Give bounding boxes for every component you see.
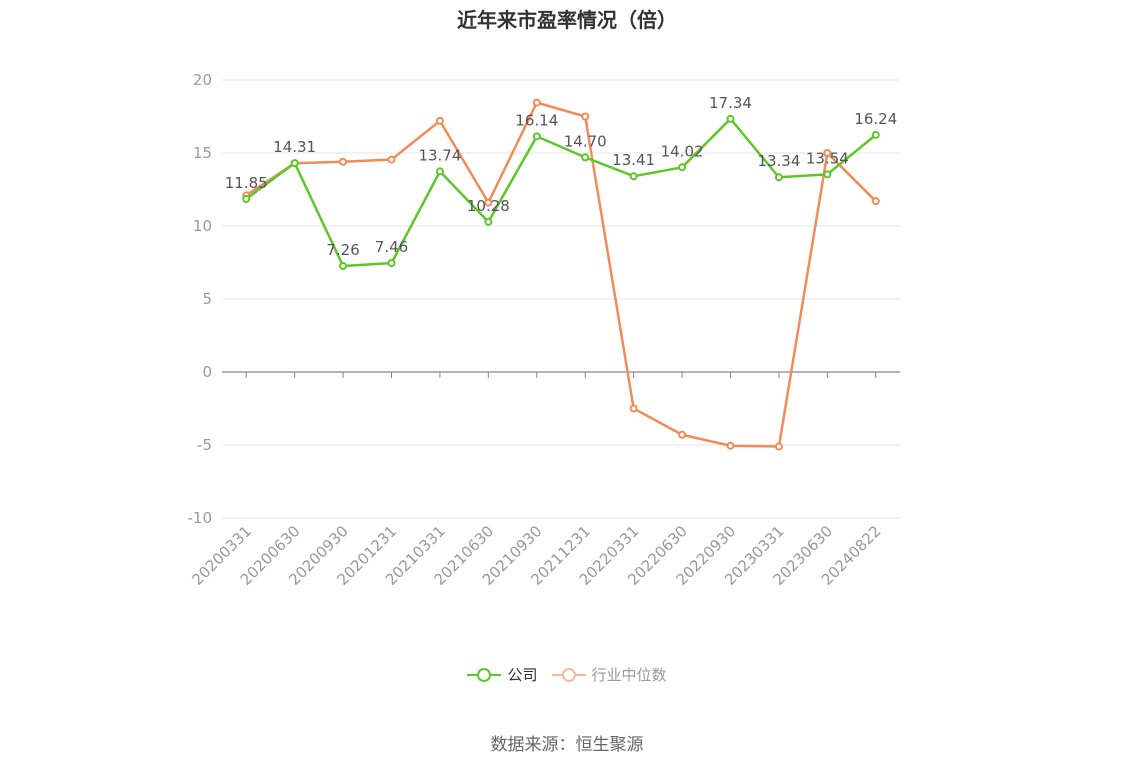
data-point [726,441,735,450]
data-point [774,173,783,182]
data-label: 11.85 [225,174,268,192]
data-point [242,194,251,203]
legend-label: 行业中位数 [591,666,667,684]
data-label: 7.26 [326,241,359,259]
data-label: 14.02 [661,142,704,160]
data-point [532,98,541,107]
data-point [629,404,638,413]
data-point [871,130,880,139]
data-point [823,149,832,157]
data-point [339,157,348,166]
data-point [774,442,783,451]
data-label: 13.54 [806,149,849,167]
data-label: 17.34 [709,94,752,112]
data-point [435,167,444,176]
data-point [629,172,638,181]
data-point [726,114,735,123]
legend: 公司 行业中位数 [0,664,1134,685]
data-label: 13.34 [757,152,800,170]
series-line-1 [245,101,877,448]
data-label: 13.41 [612,151,655,169]
data-label: 14.70 [564,132,607,150]
data-point [871,197,880,206]
data-label: 10.28 [467,197,510,215]
legend-label: 公司 [507,666,538,684]
data-point [387,155,396,164]
y-tick-label: 15 [193,144,212,162]
data-label: 16.14 [515,111,558,129]
data-point [484,217,493,226]
data-label: 13.74 [418,146,461,164]
y-tick-label: 0 [202,363,212,381]
y-tick-label: 20 [193,71,212,89]
y-tick-label: 5 [202,290,212,308]
chart-title: 近年来市盈率情况（倍） [457,8,677,32]
legend-item[interactable]: 公司 [467,664,538,685]
data-point [678,430,687,439]
source-note: 数据来源：恒生聚源 [490,735,644,755]
data-point [339,262,348,271]
data-label: 7.46 [375,238,408,256]
legend-marker-icon [551,665,586,685]
data-point [290,159,299,168]
series-line-0 [245,117,877,268]
legend-item[interactable]: 行业中位数 [551,664,667,685]
data-point [581,153,590,162]
data-point [532,132,541,141]
data-label: 14.31 [273,138,316,156]
y-tick-label: -10 [188,509,213,527]
data-point [823,170,832,179]
y-tick-label: 10 [193,217,212,235]
data-label: 16.24 [854,110,897,128]
data-point [435,116,444,125]
data-point [387,259,396,268]
legend-marker-icon [467,665,502,685]
data-point [581,112,590,121]
data-point [678,163,687,172]
data-point [484,198,493,207]
y-tick-label: -5 [197,436,212,454]
